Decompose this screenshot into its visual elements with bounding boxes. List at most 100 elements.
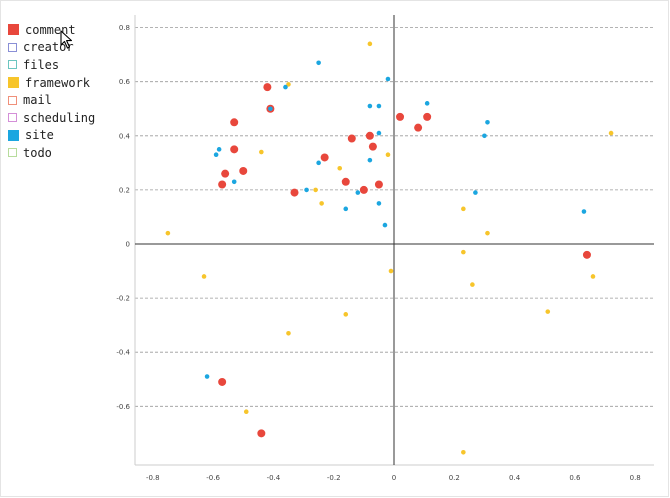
data-point-comment	[347, 134, 356, 143]
data-point-site	[376, 103, 382, 109]
y-tick-label: 0.6	[119, 78, 131, 86]
data-point-framework	[337, 165, 343, 171]
x-tick-label: 0.8	[630, 474, 641, 482]
legend-item-site[interactable]: site	[8, 127, 95, 145]
data-point-site	[485, 119, 490, 125]
legend-swatch-comment	[8, 24, 19, 36]
data-point-site	[216, 147, 222, 152]
data-point-framework	[367, 41, 373, 47]
data-point-framework	[313, 187, 318, 193]
data-point-comment	[368, 142, 377, 151]
y-tick-label: -0.2	[116, 295, 130, 303]
data-point-framework	[319, 201, 324, 206]
data-point-comment	[218, 377, 227, 386]
x-tick-label: -0.2	[327, 474, 341, 482]
data-point-framework	[259, 149, 264, 155]
data-point-comment	[396, 112, 405, 121]
mouse-cursor-icon	[60, 30, 73, 49]
data-point-framework	[388, 268, 394, 274]
y-tick-label: 0	[126, 241, 130, 249]
data-point-framework	[385, 152, 391, 158]
data-point-site	[316, 160, 321, 166]
data-point-site	[367, 103, 373, 109]
axes-layer	[134, 15, 654, 466]
data-point-site	[343, 206, 349, 212]
data-point-site	[204, 374, 210, 379]
data-point-framework	[286, 82, 291, 87]
data-point-comment	[257, 429, 266, 438]
data-point-framework	[286, 330, 291, 336]
legend-swatch-site	[8, 129, 19, 141]
data-point-site	[283, 84, 288, 90]
legend-item-framework[interactable]: framework	[8, 74, 95, 92]
data-point-comment	[365, 131, 374, 140]
x-tick-label: -0.8	[146, 474, 160, 482]
data-point-site	[213, 152, 219, 158]
legend-item-todo[interactable]: todo	[8, 144, 95, 162]
x-tick-label: -0.4	[267, 474, 281, 482]
data-point-comment	[582, 250, 591, 259]
legend-label-site: site	[25, 128, 54, 143]
data-point-comment	[218, 180, 227, 189]
data-point-comment	[374, 180, 383, 189]
data-point-site	[424, 101, 430, 106]
data-point-framework	[343, 312, 349, 317]
y-tick-label: -0.4	[116, 349, 130, 357]
data-point-comment	[230, 145, 239, 154]
data-point-framework	[461, 249, 466, 255]
data-point-comment	[423, 112, 432, 121]
data-point-comment	[290, 188, 299, 197]
data-point-site	[231, 179, 237, 185]
data-points	[165, 41, 614, 455]
legend-swatch-todo	[8, 148, 17, 158]
legend-label-files: files	[23, 57, 60, 72]
data-point-site	[376, 130, 382, 136]
legend-label-todo: todo	[23, 145, 52, 160]
data-point-comment	[341, 177, 350, 186]
x-tick-label: 0.4	[509, 474, 521, 482]
x-tick-label: 0	[392, 474, 396, 482]
data-point-framework	[461, 206, 466, 212]
data-point-comment	[221, 169, 230, 178]
data-point-framework	[470, 282, 475, 287]
tick-labels: -0.8 -0.6 -0.4 -0.2 0 0.2 0.4 0.6 0.8 0.8 0.6 0.4 0.…	[116, 24, 640, 482]
data-point-framework	[461, 449, 466, 455]
data-point-framework	[165, 230, 171, 236]
y-tick-label: 0.4	[119, 132, 131, 140]
data-point-site	[376, 201, 382, 206]
data-point-site	[482, 133, 487, 139]
x-tick-label: 0.2	[449, 474, 460, 482]
data-point-site	[382, 222, 388, 228]
y-tick-label: 0.2	[119, 186, 130, 194]
grid-layer	[135, 27, 654, 407]
data-point-framework	[201, 274, 207, 279]
x-tick-label: -0.6	[206, 474, 220, 482]
legend-swatch-framework	[8, 77, 19, 89]
data-point-framework	[545, 309, 551, 314]
data-point-framework	[590, 274, 596, 279]
legend-swatch-files	[8, 60, 17, 70]
data-point-site	[355, 190, 361, 195]
legend-label-framework: framework	[25, 75, 91, 90]
y-tick-label: 0.8	[119, 24, 130, 32]
legend-swatch-creator	[8, 42, 17, 52]
y-tick-label: -0.6	[116, 403, 130, 411]
legend: comment creator files framework mail scheduli…	[8, 21, 95, 162]
legend-label-mail: mail	[23, 93, 52, 108]
legend-item-scheduling[interactable]: scheduling	[8, 109, 95, 127]
data-point-site	[304, 187, 309, 193]
data-point-site	[473, 190, 478, 195]
data-point-site	[316, 60, 321, 66]
data-point-comment	[230, 118, 239, 127]
data-point-comment	[239, 166, 248, 175]
legend-swatch-scheduling	[8, 113, 17, 123]
data-point-framework	[243, 409, 249, 415]
legend-item-mail[interactable]: mail	[8, 91, 95, 109]
legend-item-files[interactable]: files	[8, 56, 95, 74]
data-point-comment	[263, 83, 272, 92]
data-point-comment	[359, 185, 368, 194]
legend-swatch-mail	[8, 95, 17, 105]
data-point-framework	[608, 130, 614, 136]
